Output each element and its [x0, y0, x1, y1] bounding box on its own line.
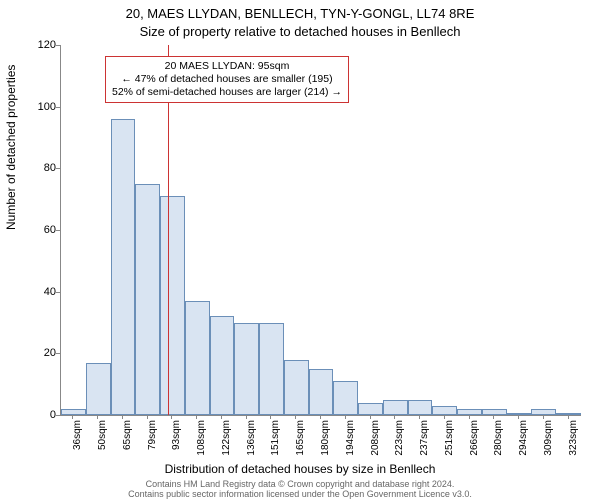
- bar: [358, 403, 383, 415]
- y-tick-label: 20: [30, 347, 56, 359]
- x-tick-mark: [270, 415, 271, 419]
- x-tick-mark: [394, 415, 395, 419]
- y-tick-label: 40: [30, 286, 56, 298]
- x-tick-mark: [419, 415, 420, 419]
- x-tick-mark: [147, 415, 148, 419]
- bar: [556, 413, 581, 415]
- x-tick-mark: [196, 415, 197, 419]
- bar: [160, 196, 185, 415]
- footer-attribution: Contains HM Land Registry data © Crown c…: [0, 480, 600, 500]
- y-tick-label: 0: [30, 409, 56, 421]
- annotation-line3: 52% of semi-detached houses are larger (…: [112, 86, 342, 99]
- chart-title-line2: Size of property relative to detached ho…: [0, 24, 600, 39]
- chart-container: 20, MAES LLYDAN, BENLLECH, TYN-Y-GONGL, …: [0, 0, 600, 500]
- bar: [531, 409, 556, 415]
- x-tick-mark: [320, 415, 321, 419]
- x-tick-mark: [221, 415, 222, 419]
- bar: [86, 363, 111, 415]
- bar: [284, 360, 309, 416]
- y-tick-label: 120: [30, 39, 56, 51]
- bar: [111, 119, 136, 415]
- annotation-line1: 20 MAES LLYDAN: 95sqm: [112, 60, 342, 73]
- y-tick-label: 80: [30, 162, 56, 174]
- x-axis-label: Distribution of detached houses by size …: [0, 462, 600, 476]
- x-tick-mark: [246, 415, 247, 419]
- y-tick-label: 100: [30, 101, 56, 113]
- bar: [185, 301, 210, 415]
- x-tick-mark: [97, 415, 98, 419]
- x-tick-mark: [72, 415, 73, 419]
- bar: [333, 381, 358, 415]
- bar: [259, 323, 284, 416]
- y-tick-label: 60: [30, 224, 56, 236]
- footer-line1: Contains HM Land Registry data © Crown c…: [146, 479, 455, 489]
- annotation-line2: ← 47% of detached houses are smaller (19…: [112, 73, 342, 86]
- bar: [457, 409, 482, 415]
- bar: [210, 316, 235, 415]
- bar: [432, 406, 457, 415]
- chart-title-line1: 20, MAES LLYDAN, BENLLECH, TYN-Y-GONGL, …: [0, 6, 600, 21]
- bar: [135, 184, 160, 415]
- bar: [61, 409, 86, 415]
- footer-line2: Contains public sector information licen…: [128, 489, 472, 499]
- bar: [383, 400, 408, 415]
- annotation-box: 20 MAES LLYDAN: 95sqm ← 47% of detached …: [105, 56, 349, 103]
- x-tick-mark: [345, 415, 346, 419]
- x-tick-mark: [518, 415, 519, 419]
- x-tick-mark: [295, 415, 296, 419]
- bar: [309, 369, 334, 415]
- x-tick-mark: [543, 415, 544, 419]
- y-axis-label: Number of detached properties: [4, 65, 18, 230]
- x-tick-mark: [444, 415, 445, 419]
- x-tick-mark: [493, 415, 494, 419]
- x-tick-mark: [568, 415, 569, 419]
- x-tick-mark: [122, 415, 123, 419]
- bar: [408, 400, 433, 415]
- bar: [234, 323, 259, 416]
- x-tick-mark: [370, 415, 371, 419]
- x-tick-mark: [171, 415, 172, 419]
- x-tick-mark: [469, 415, 470, 419]
